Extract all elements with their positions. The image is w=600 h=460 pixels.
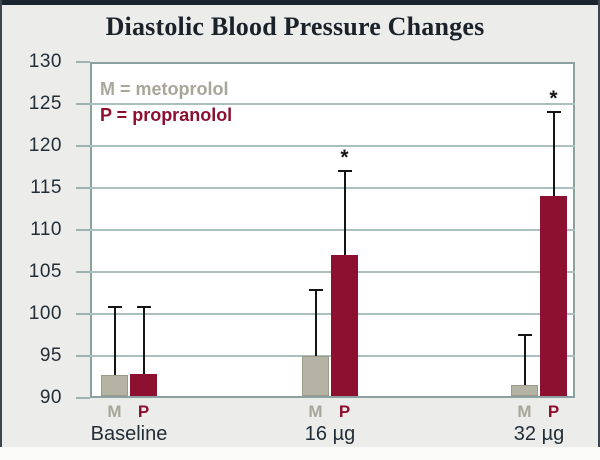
category-label-1: Baseline xyxy=(90,423,168,445)
error-bar-propranolol-2 xyxy=(343,171,346,256)
error-bar-metoprolol-3 xyxy=(523,335,526,386)
error-bar-metoprolol-1 xyxy=(113,307,116,376)
y-tick-label-100: 100 xyxy=(28,303,62,324)
y-tick-120 xyxy=(76,145,90,147)
y-tick-label-130: 130 xyxy=(28,51,62,72)
series-label-metoprolol-1: M xyxy=(107,402,122,421)
error-cap-metoprolol-2 xyxy=(308,289,323,292)
error-cap-propranolol-2 xyxy=(337,170,352,173)
bar-propranolol-3 xyxy=(540,196,567,396)
y-tick-115 xyxy=(76,187,90,189)
bar-metoprolol-3 xyxy=(511,385,538,396)
error-cap-propranolol-1 xyxy=(136,306,151,309)
series-label-propranolol-3: P xyxy=(547,402,560,421)
series-label-propranolol-1: P xyxy=(137,402,150,421)
y-tick-90 xyxy=(76,397,90,399)
legend-entry-metoprolol: M = metoprolol xyxy=(100,79,229,99)
y-tick-label-95: 95 xyxy=(39,345,62,366)
y-tick-label-90: 90 xyxy=(39,387,62,408)
significance-marker-propranolol-2: * xyxy=(340,146,349,170)
series-label-propranolol-2: P xyxy=(338,402,351,421)
y-tick-105 xyxy=(76,271,90,273)
category-label-3: 32 µg xyxy=(513,423,565,445)
gridline-115 xyxy=(90,187,575,189)
error-cap-metoprolol-3 xyxy=(517,334,532,336)
error-cap-propranolol-3 xyxy=(546,111,561,114)
error-bar-propranolol-1 xyxy=(142,307,145,375)
series-label-metoprolol-3: M xyxy=(517,402,532,421)
y-tick-label-125: 125 xyxy=(28,93,62,114)
bar-metoprolol-2 xyxy=(302,356,329,396)
y-tick-label-120: 120 xyxy=(28,135,62,156)
bar-propranolol-2 xyxy=(331,255,358,396)
bar-metoprolol-1 xyxy=(101,375,128,396)
y-tick-95 xyxy=(76,355,90,357)
gridline-110 xyxy=(90,229,575,231)
bar-propranolol-1 xyxy=(130,374,157,396)
legend-entry-propranolol: P = propranolol xyxy=(100,105,233,125)
bottom-margin-strip xyxy=(0,447,600,460)
significance-marker-propranolol-3: * xyxy=(549,87,558,111)
gridline-125 xyxy=(90,103,575,105)
legend: M = metoprolol P = propranolol xyxy=(100,76,232,128)
y-tick-130 xyxy=(76,61,90,63)
y-tick-100 xyxy=(76,313,90,315)
gridline-120 xyxy=(90,145,575,147)
series-label-metoprolol-2: M xyxy=(308,402,323,421)
left-border-line xyxy=(0,0,2,447)
error-bar-metoprolol-2 xyxy=(314,290,317,356)
top-border-bar xyxy=(0,0,600,5)
y-tick-label-110: 110 xyxy=(30,219,62,240)
y-tick-label-115: 115 xyxy=(30,177,62,198)
category-label-2: 16 µg xyxy=(304,423,356,445)
y-tick-label-105: 105 xyxy=(28,261,62,282)
chart-title: Diastolic Blood Pressure Changes xyxy=(105,12,485,41)
right-border-line xyxy=(598,0,600,447)
error-bar-propranolol-3 xyxy=(552,112,555,197)
y-tick-125 xyxy=(76,103,90,105)
y-tick-110 xyxy=(76,229,90,231)
error-cap-metoprolol-1 xyxy=(107,306,122,309)
